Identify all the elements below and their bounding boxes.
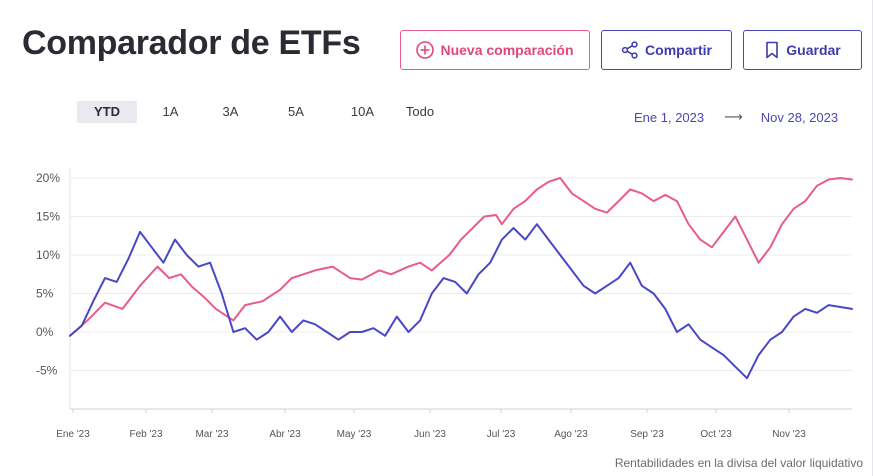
tab-todo[interactable]: Todo	[405, 104, 435, 119]
save-button[interactable]: Guardar	[743, 30, 862, 70]
x-tick-label: Jul '23	[487, 429, 516, 440]
x-tick-label: Ago '23	[554, 429, 588, 440]
series-line-blue	[69, 223, 853, 380]
start-date[interactable]: Ene 1, 2023	[634, 109, 705, 125]
chart-grid	[69, 168, 852, 410]
y-tick-label: 15%	[36, 210, 60, 224]
x-tick-label: Nov '23	[772, 429, 806, 440]
x-tick-label: Sep '23	[630, 429, 664, 440]
period-tabs: YTD 1A 3A 5A 10A Todo	[77, 101, 450, 123]
chart-series	[69, 177, 853, 380]
tab-ytd[interactable]: YTD	[77, 101, 137, 123]
performance-chart: 20% 15% 10% 5% 0% -5% Ene '23 Feb '23 Mar '23 Ab…	[36, 168, 853, 440]
x-tick-label: Ene '23	[56, 429, 90, 440]
footnote: Rentabilidades en la divisa del valor li…	[614, 456, 863, 470]
x-tick-label: Feb '23	[129, 429, 162, 440]
tab-1a[interactable]: 1A	[162, 104, 179, 119]
x-tick-label: Mar '23	[195, 429, 228, 440]
y-tick-label: 10%	[36, 248, 60, 262]
page-title: Comparador de ETFs	[22, 24, 361, 62]
y-tick-label: -5%	[36, 364, 58, 378]
x-tick-label: Oct '23	[700, 429, 732, 440]
x-tick-label: Abr '23	[269, 429, 301, 440]
share-button[interactable]: Compartir	[601, 30, 732, 70]
new-comparison-label: Nueva comparación	[440, 42, 574, 58]
x-tick-label: May '23	[337, 429, 372, 440]
arrow-right-icon: ⟶	[724, 109, 743, 124]
tab-10a[interactable]: 10A	[350, 104, 375, 119]
y-axis-ticks: 20% 15% 10% 5% 0% -5%	[36, 171, 60, 378]
y-tick-label: 0%	[36, 325, 54, 339]
date-range: Ene 1, 2023 ⟶ Nov 28, 2023	[634, 109, 838, 125]
plus-circle-icon	[416, 41, 435, 59]
x-tick-label: Jun '23	[414, 429, 446, 440]
series-line-pink	[69, 177, 853, 337]
bookmark-icon	[766, 41, 779, 59]
share-label: Compartir	[645, 42, 712, 58]
y-tick-label: 20%	[36, 171, 60, 185]
tab-5a[interactable]: 5A	[288, 104, 304, 119]
new-comparison-button[interactable]: Nueva comparación	[400, 30, 590, 70]
tab-3a[interactable]: 3A	[222, 104, 239, 119]
share-icon	[621, 41, 638, 59]
end-date[interactable]: Nov 28, 2023	[760, 109, 839, 125]
y-tick-label: 5%	[36, 287, 54, 301]
save-label: Guardar	[786, 42, 841, 58]
x-axis-ticks: Ene '23 Feb '23 Mar '23 Abr '23 May '23 Jun '…	[56, 409, 806, 440]
